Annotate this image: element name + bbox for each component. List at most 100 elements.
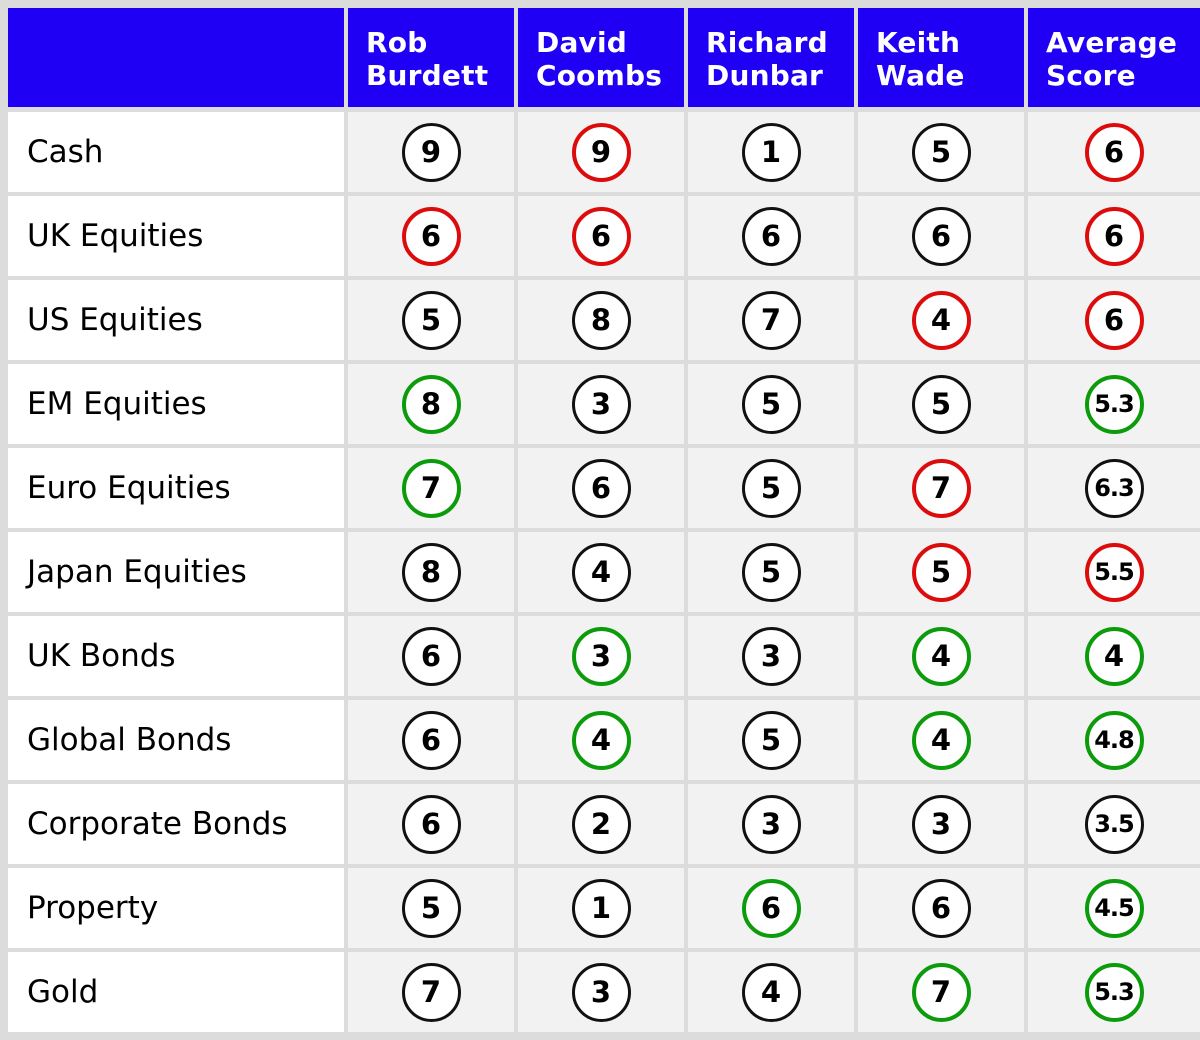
column-header-line: Coombs bbox=[536, 59, 663, 92]
score-badge: 5 bbox=[741, 458, 801, 518]
score-cell: 7 bbox=[348, 448, 514, 528]
score-badge: 4.5 bbox=[1084, 878, 1144, 938]
row-label: Cash bbox=[8, 112, 344, 192]
score-badge: 5.3 bbox=[1084, 962, 1144, 1022]
score-cell: 6.3 bbox=[1028, 448, 1200, 528]
score-badge: 6 bbox=[401, 626, 461, 686]
score-cell: 3 bbox=[858, 784, 1024, 864]
score-badge: 2 bbox=[571, 794, 631, 854]
score-cell: 9 bbox=[518, 112, 684, 192]
row-label: US Equities bbox=[8, 280, 344, 360]
score-cell: 5 bbox=[688, 532, 854, 612]
score-badge: 3 bbox=[741, 794, 801, 854]
row-label: UK Equities bbox=[8, 196, 344, 276]
score-cell: 4 bbox=[518, 532, 684, 612]
score-cell: 1 bbox=[518, 868, 684, 948]
score-badge: 4 bbox=[911, 626, 971, 686]
score-badge: 7 bbox=[911, 458, 971, 518]
score-badge: 3 bbox=[911, 794, 971, 854]
score-cell: 7 bbox=[688, 280, 854, 360]
score-badge: 5 bbox=[401, 290, 461, 350]
score-cell: 2 bbox=[518, 784, 684, 864]
score-badge: 6 bbox=[911, 878, 971, 938]
score-badge: 6 bbox=[1084, 206, 1144, 266]
score-badge: 4 bbox=[1084, 626, 1144, 686]
score-badge: 7 bbox=[401, 458, 461, 518]
score-badge: 5 bbox=[741, 542, 801, 602]
column-header: Keith Wade bbox=[858, 8, 1024, 107]
column-header: Average Score bbox=[1028, 8, 1200, 107]
score-badge: 6 bbox=[741, 206, 801, 266]
score-cell: 6 bbox=[518, 448, 684, 528]
score-cell: 5 bbox=[688, 364, 854, 444]
score-cell: 3 bbox=[688, 616, 854, 696]
column-header-line: Wade bbox=[876, 59, 965, 92]
score-badge: 6 bbox=[571, 458, 631, 518]
score-cell: 6 bbox=[348, 196, 514, 276]
column-header-label: Rob Burdett bbox=[348, 8, 514, 92]
column-header-line: Richard bbox=[706, 26, 828, 59]
score-cell: 5 bbox=[858, 364, 1024, 444]
score-badge: 3 bbox=[571, 962, 631, 1022]
score-badge: 5 bbox=[911, 542, 971, 602]
score-badge: 4 bbox=[911, 290, 971, 350]
score-badge: 1 bbox=[571, 878, 631, 938]
score-cell: 3.5 bbox=[1028, 784, 1200, 864]
score-badge: 5.5 bbox=[1084, 542, 1144, 602]
column-header-label: David Coombs bbox=[518, 8, 684, 92]
score-cell: 3 bbox=[518, 952, 684, 1032]
row-label: EM Equities bbox=[8, 364, 344, 444]
score-cell: 6 bbox=[348, 616, 514, 696]
row-label: Global Bonds bbox=[8, 700, 344, 780]
score-badge: 5 bbox=[741, 710, 801, 770]
score-badge: 5 bbox=[741, 374, 801, 434]
score-cell: 4.8 bbox=[1028, 700, 1200, 780]
score-badge: 1 bbox=[741, 122, 801, 182]
score-badge: 4 bbox=[571, 542, 631, 602]
score-badge: 6 bbox=[401, 206, 461, 266]
row-label: Gold bbox=[8, 952, 344, 1032]
column-header-line: Score bbox=[1046, 59, 1136, 92]
score-cell: 3 bbox=[688, 784, 854, 864]
score-badge: 6 bbox=[401, 710, 461, 770]
score-cell: 6 bbox=[1028, 196, 1200, 276]
score-badge: 5 bbox=[911, 122, 971, 182]
score-cell: 5.5 bbox=[1028, 532, 1200, 612]
row-label: Corporate Bonds bbox=[8, 784, 344, 864]
score-cell: 6 bbox=[688, 868, 854, 948]
score-badge: 4 bbox=[741, 962, 801, 1022]
score-badge: 4 bbox=[911, 710, 971, 770]
row-label: Euro Equities bbox=[8, 448, 344, 528]
score-badge: 5 bbox=[401, 878, 461, 938]
score-cell: 5.3 bbox=[1028, 952, 1200, 1032]
score-badge: 6 bbox=[741, 878, 801, 938]
score-cell: 5 bbox=[688, 448, 854, 528]
score-cell: 6 bbox=[348, 700, 514, 780]
score-badge: 6 bbox=[911, 206, 971, 266]
score-cell: 6 bbox=[348, 784, 514, 864]
score-cell: 6 bbox=[688, 196, 854, 276]
score-cell: 6 bbox=[858, 868, 1024, 948]
header-blank-cell bbox=[8, 8, 344, 107]
score-cell: 5.3 bbox=[1028, 364, 1200, 444]
score-cell: 7 bbox=[858, 448, 1024, 528]
row-label: UK Bonds bbox=[8, 616, 344, 696]
score-badge: 3.5 bbox=[1084, 794, 1144, 854]
column-header-line: Rob bbox=[366, 26, 428, 59]
column-header-line: Dunbar bbox=[706, 59, 824, 92]
score-cell: 4 bbox=[688, 952, 854, 1032]
column-header-label: Average Score bbox=[1028, 8, 1200, 92]
score-cell: 5 bbox=[348, 280, 514, 360]
column-header-line: Keith bbox=[876, 26, 961, 59]
score-cell: 3 bbox=[518, 616, 684, 696]
score-badge: 5 bbox=[911, 374, 971, 434]
score-badge: 3 bbox=[571, 374, 631, 434]
column-header: Richard Dunbar bbox=[688, 8, 854, 107]
score-badge: 7 bbox=[401, 962, 461, 1022]
score-cell: 5 bbox=[858, 112, 1024, 192]
score-badge: 8 bbox=[401, 542, 461, 602]
score-cell: 8 bbox=[348, 364, 514, 444]
score-badge: 6 bbox=[401, 794, 461, 854]
column-header: Rob Burdett bbox=[348, 8, 514, 107]
score-badge: 6 bbox=[1084, 290, 1144, 350]
